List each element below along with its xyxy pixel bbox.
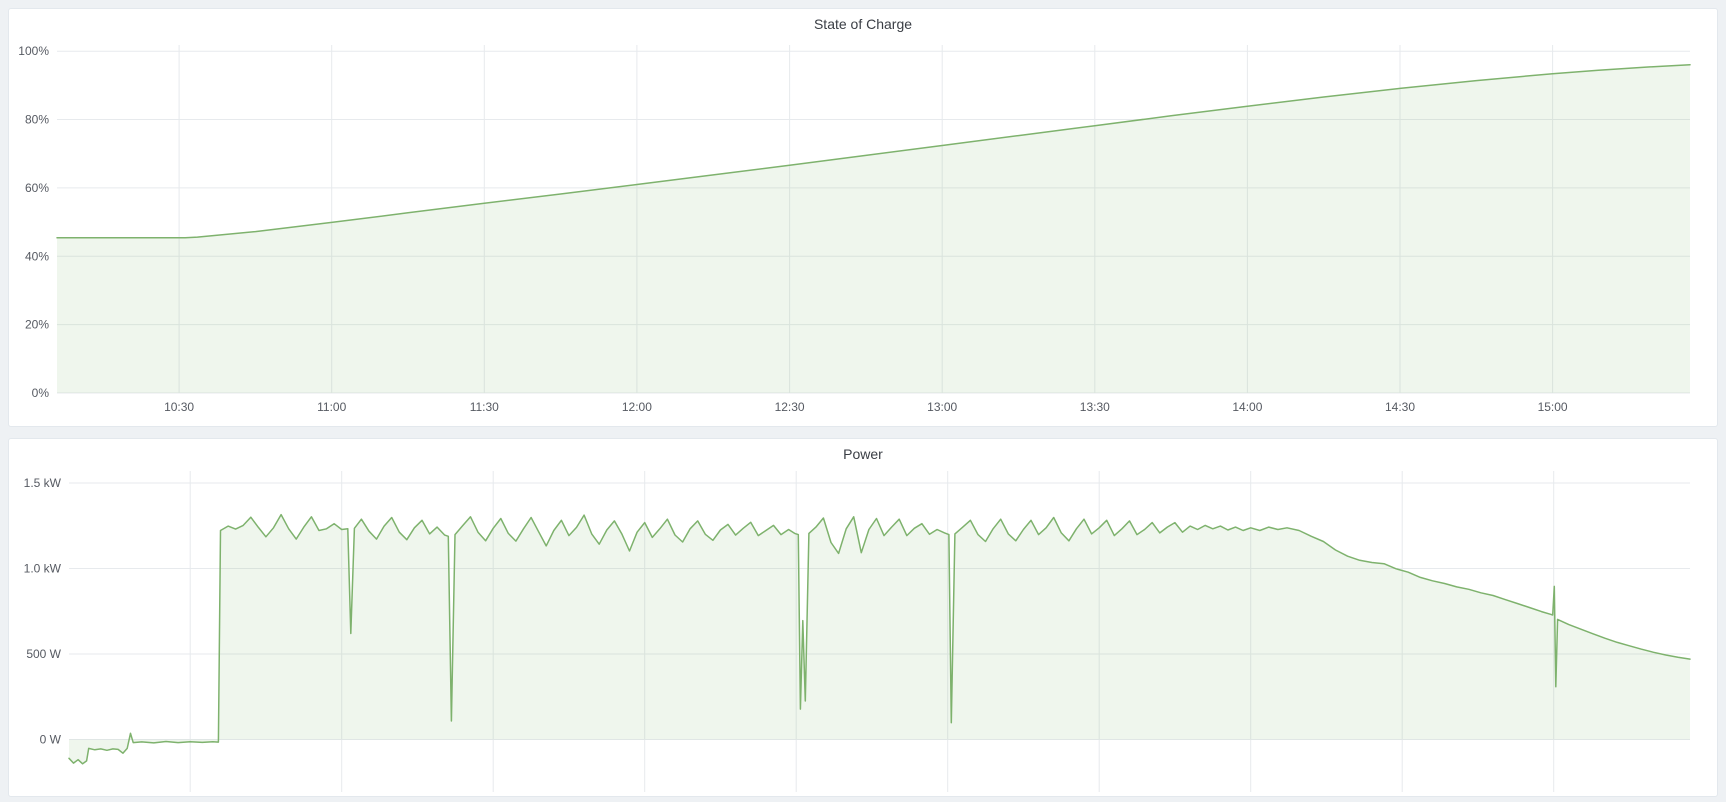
y-axis-tick-label: 60% <box>25 181 49 195</box>
x-axis-tick-label: 13:00 <box>927 400 957 414</box>
x-axis-tick-label: 14:30 <box>1385 400 1415 414</box>
x-axis-tick-label: 15:00 <box>1538 400 1568 414</box>
x-axis-tick-label: 11:30 <box>470 400 499 414</box>
y-axis-tick-label: 40% <box>25 249 49 263</box>
y-axis-tick-label: 1.5 kW <box>24 476 62 490</box>
series-area-fill <box>57 64 1690 394</box>
x-axis-tick-label: 13:30 <box>1080 400 1110 414</box>
y-axis-tick-label: 20% <box>25 318 49 332</box>
y-axis-tick-label: 80% <box>25 113 49 127</box>
series-area-fill <box>69 514 1690 764</box>
series-line <box>68 513 1691 765</box>
series-line <box>56 64 1691 239</box>
y-axis-tick-label: 100% <box>18 44 49 58</box>
y-axis-tick-label: 0% <box>32 386 50 400</box>
panel-title-state-of-charge[interactable]: State of Charge <box>813 16 913 32</box>
x-axis-tick-label: 14:00 <box>1232 400 1262 414</box>
state-of-charge-chart[interactable]: 0% 20% 40% 60% 80% 100% 10:30 11:00 11:30 12:00 12… <box>9 9 1717 426</box>
y-axis-tick-label: 0 W <box>40 733 62 747</box>
x-axis-tick-label: 11:00 <box>317 400 346 414</box>
y-axis-tick-label: 500 W <box>26 647 61 661</box>
panel-state-of-charge: State of Charge 0% 20% 40% 60% 80% 100% 10:30 1… <box>8 8 1718 427</box>
x-axis-tick-label: 12:00 <box>622 400 652 414</box>
panel-title-power[interactable]: Power <box>843 446 883 462</box>
y-axis-tick-label: 1.0 kW <box>24 562 62 576</box>
x-axis-tick-label: 12:30 <box>775 400 805 414</box>
x-axis-tick-label: 10:30 <box>164 400 194 414</box>
